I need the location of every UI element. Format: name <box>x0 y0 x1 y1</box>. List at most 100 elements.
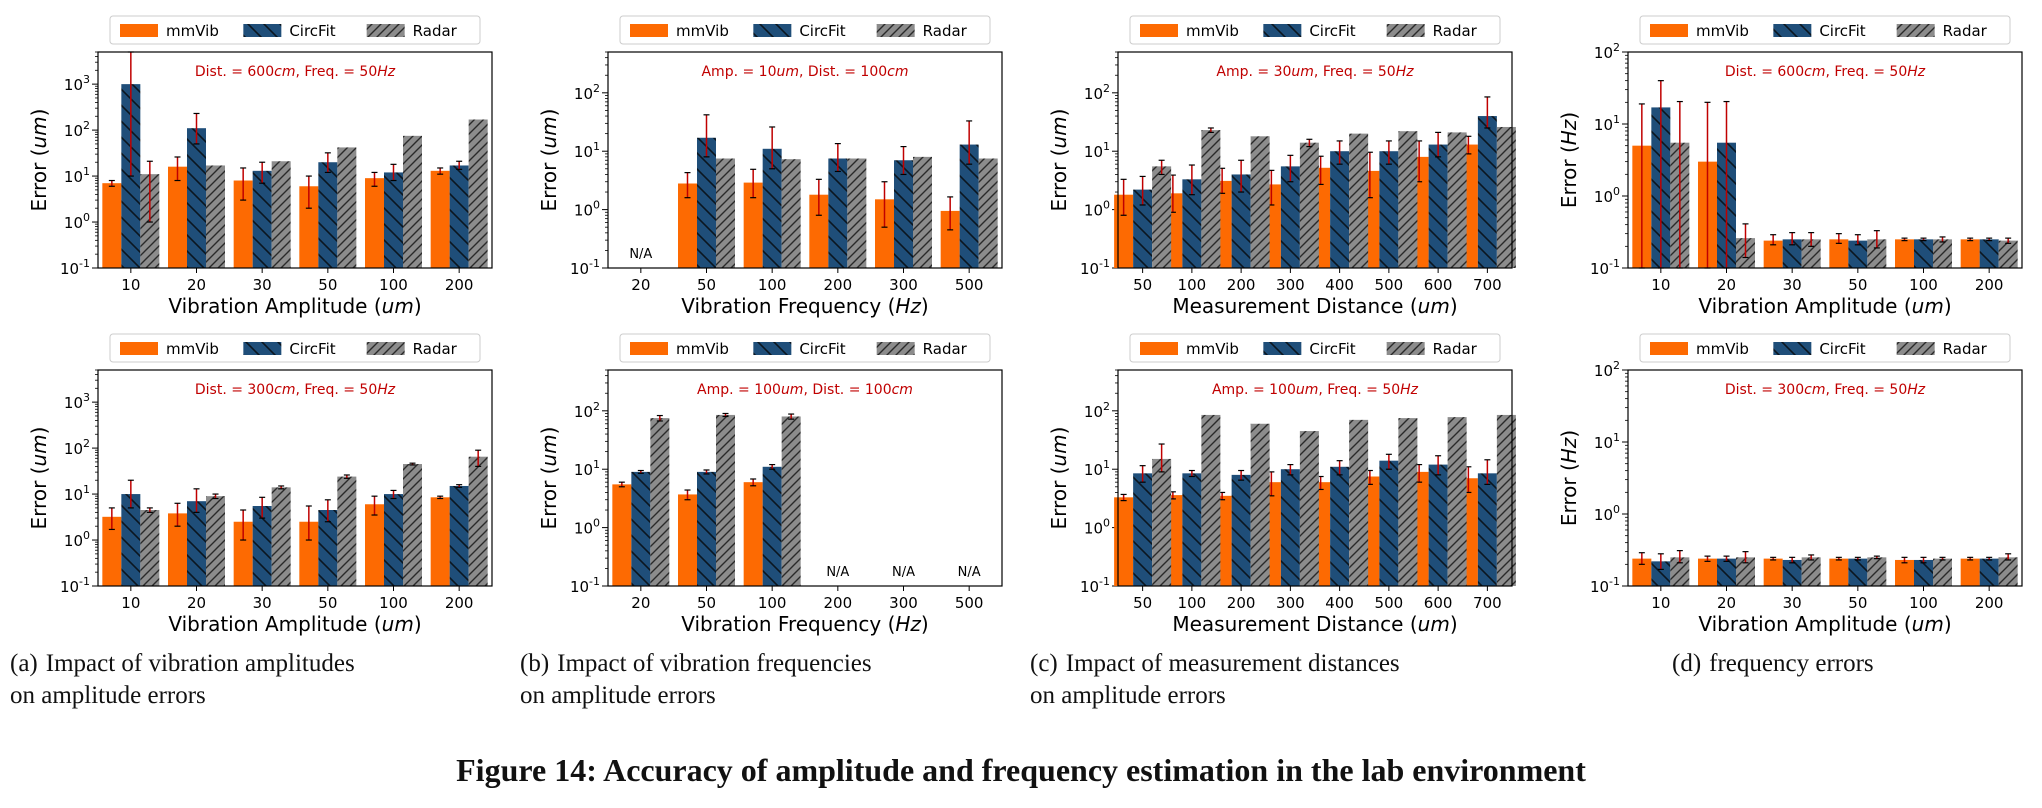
bar-Radar-50 <box>1152 458 1172 586</box>
x-tick-label-300: 300 <box>889 594 918 612</box>
bar-Radar-30 <box>271 161 291 268</box>
y-tick-label: 102 <box>1594 359 1620 380</box>
bar-CircFit-20 <box>631 471 651 586</box>
bar-mmVib-20 <box>168 513 187 586</box>
x-tick-label-400: 400 <box>1325 276 1354 294</box>
y-tick-label: 10-1 <box>1080 575 1110 596</box>
caption-d: (d) frequency errors <box>1672 648 1874 680</box>
chart-panel-2: 10-1 100 101 102 N/A 20 50 100 200 300 500 Vibratio… <box>537 15 1003 318</box>
bar-mmVib-30 <box>1763 240 1783 268</box>
bar-CircFit-10 <box>1651 561 1671 586</box>
x-tick-label-10: 10 <box>121 276 140 294</box>
legend-swatch-mmVib <box>1650 24 1688 37</box>
bar-Radar-200 <box>1998 557 2018 586</box>
x-tick-label-100: 100 <box>379 276 408 294</box>
bar-Radar-200 <box>847 158 867 268</box>
na-label-300: N/A <box>892 565 915 580</box>
chart-panel-8: 10-1 100 101 102 10 20 30 50 100 200 Vibration Amp… <box>1557 333 2023 636</box>
plot-frame <box>607 51 1003 269</box>
y-tick-label: 100 <box>64 529 90 550</box>
plot-frame <box>1117 369 1513 587</box>
legend-swatch-CircFit <box>1773 24 1812 37</box>
bar-mmVib-300 <box>875 199 894 268</box>
bar-mmVib-30 <box>233 521 253 586</box>
legend-swatch-CircFit <box>753 24 792 37</box>
x-axis-label: Measurement Distance (um) <box>1172 294 1457 318</box>
x-axis-label: Measurement Distance (um) <box>1172 612 1457 636</box>
plot-frame <box>1627 51 2023 269</box>
x-tick-label-50: 50 <box>318 276 337 294</box>
x-tick-label-100: 100 <box>1178 594 1207 612</box>
bar-CircFit-30 <box>1782 239 1802 268</box>
y-tick-label: 100 <box>1084 199 1110 220</box>
x-axis-label: Vibration Amplitude (um) <box>168 294 421 318</box>
bar-mmVib-30 <box>1763 558 1783 586</box>
bar-CircFit-300 <box>894 160 913 268</box>
bar-CircFit-100 <box>384 494 403 586</box>
bar-Radar-100 <box>1201 414 1221 586</box>
bar-Radar-400 <box>1349 133 1369 268</box>
bar-CircFit-50 <box>1848 558 1868 586</box>
legend-swatch-CircFit <box>243 342 282 355</box>
x-tick-label-20: 20 <box>187 594 206 612</box>
bar-CircFit-50 <box>697 471 716 586</box>
x-tick-label-300: 300 <box>1276 594 1305 612</box>
legend-swatch-mmVib <box>1650 342 1688 355</box>
x-tick-label-50: 50 <box>697 594 716 612</box>
bar-Radar-50 <box>716 414 735 586</box>
bar-Radar-100 <box>1201 130 1221 268</box>
legend-label-CircFit: CircFit <box>1819 340 1865 358</box>
y-tick-label: 101 <box>1594 431 1620 452</box>
bar-mmVib-50 <box>1829 239 1849 268</box>
legend-label-mmVib: mmVib <box>166 22 219 40</box>
panel-annotation: Dist. = 600cm, Freq. = 50Hz <box>1725 64 1926 80</box>
bar-mmVib-10 <box>1632 558 1652 586</box>
bar-mmVib-10 <box>102 516 122 586</box>
bar-Radar-300 <box>1299 431 1319 586</box>
y-tick-label: 10-1 <box>60 575 90 596</box>
bar-mmVib-50 <box>1114 194 1134 268</box>
y-axis-label: Error (um) <box>1047 109 1071 212</box>
bar-Radar-300 <box>913 156 932 268</box>
bar-CircFit-50 <box>318 162 338 268</box>
x-tick-label-50: 50 <box>1848 594 1867 612</box>
x-axis-label: Vibration Amplitude (um) <box>168 612 421 636</box>
y-axis-label: Error (Hz) <box>1557 112 1581 208</box>
bar-Radar-100 <box>403 464 422 586</box>
bar-Radar-400 <box>1349 419 1369 586</box>
y-tick-label: 10-1 <box>1590 575 1620 596</box>
y-axis-label: Error (um) <box>27 109 51 212</box>
legend-swatch-CircFit <box>1263 24 1302 37</box>
bar-Radar-30 <box>1801 239 1821 268</box>
bar-Radar-600 <box>1447 132 1467 268</box>
x-tick-label-30: 30 <box>1783 276 1802 294</box>
legend-label-CircFit: CircFit <box>289 22 335 40</box>
bar-CircFit-600 <box>1428 464 1448 586</box>
y-axis-label: Error (um) <box>537 109 561 212</box>
bar-mmVib-20 <box>168 166 187 268</box>
x-tick-label-50: 50 <box>1848 276 1867 294</box>
bar-CircFit-300 <box>1280 166 1300 268</box>
panel-annotation: Amp. = 30um, Freq. = 50Hz <box>1216 64 1414 80</box>
x-tick-label-600: 600 <box>1424 276 1453 294</box>
bar-CircFit-200 <box>1979 239 1999 268</box>
legend-swatch-mmVib <box>630 24 668 37</box>
bar-CircFit-50 <box>1133 473 1153 586</box>
bar-Radar-20 <box>650 418 670 586</box>
y-tick-label: 102 <box>64 119 90 140</box>
legend: mmVib CircFit Radar <box>1639 15 2011 45</box>
x-tick-label-200: 200 <box>824 594 853 612</box>
bar-CircFit-200 <box>1231 474 1251 586</box>
legend-swatch-Radar <box>1896 342 1935 355</box>
bar-CircFit-50 <box>697 137 716 268</box>
legend: mmVib CircFit Radar <box>1639 333 2011 363</box>
bar-mmVib-50 <box>678 183 697 268</box>
bar-Radar-500 <box>978 158 998 268</box>
legend-label-mmVib: mmVib <box>1186 22 1239 40</box>
caption-b-line-2: on amplitude errors <box>520 682 716 709</box>
panel-annotation: Amp. = 100um, Freq. = 50Hz <box>1212 382 1419 398</box>
y-tick-label: 100 <box>574 517 600 538</box>
bar-mmVib-100 <box>365 504 384 586</box>
bar-Radar-100 <box>781 159 801 268</box>
bar-mmVib-10 <box>102 183 122 268</box>
